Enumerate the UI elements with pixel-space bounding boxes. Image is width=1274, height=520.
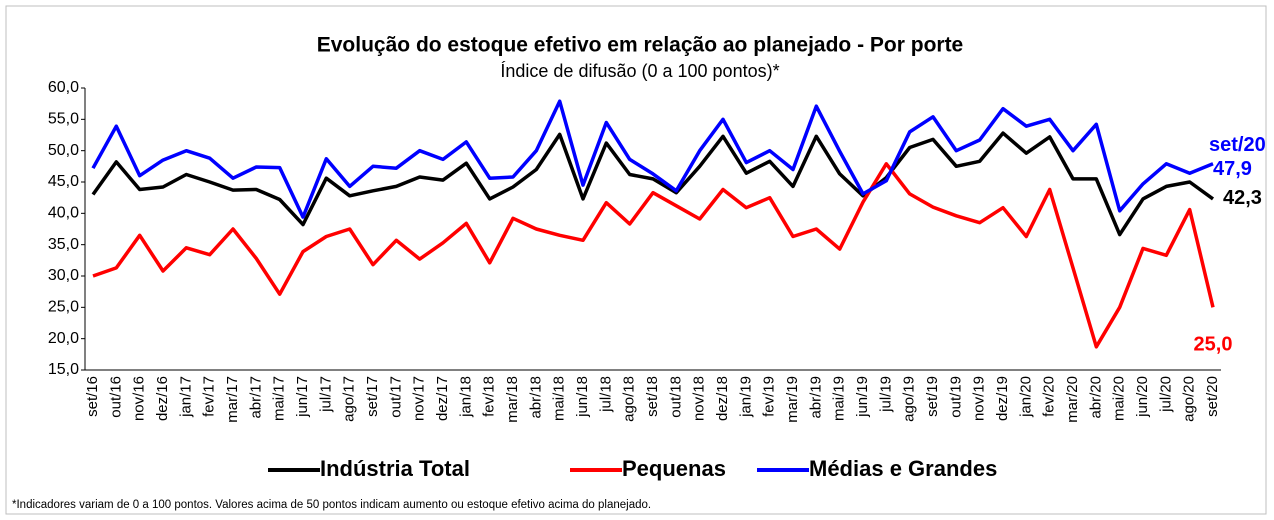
legend-label: Indústria Total bbox=[320, 456, 470, 481]
x-tick-label: mai/18 bbox=[551, 376, 568, 421]
series-line bbox=[92, 162, 1215, 349]
y-tick-label: 30,0 bbox=[48, 267, 79, 284]
x-tick-label: set/17 bbox=[364, 376, 381, 417]
x-tick-label: mar/20 bbox=[1064, 376, 1081, 423]
x-tick-label: jan/20 bbox=[1017, 376, 1034, 418]
y-tick-label: 40,0 bbox=[48, 205, 79, 222]
x-tick-label: jun/20 bbox=[1134, 376, 1151, 418]
x-tick-label: jun/19 bbox=[854, 376, 871, 418]
x-tick-label: out/19 bbox=[947, 376, 964, 418]
x-tick-label: ago/20 bbox=[1181, 376, 1198, 422]
x-tick-label: jul/19 bbox=[877, 376, 894, 413]
x-tick-label: set/20 bbox=[1204, 376, 1221, 417]
chart-subtitle: Índice de difusão (0 a 100 pontos)* bbox=[500, 61, 779, 81]
series-line bbox=[91, 131, 1215, 237]
footnote: *Indicadores variam de 0 a 100 pontos. V… bbox=[12, 499, 651, 511]
x-tick-label: set/16 bbox=[84, 376, 101, 417]
x-tick-label: jul/20 bbox=[1157, 376, 1174, 413]
x-tick-label: jul/18 bbox=[597, 376, 614, 413]
x-tick-label: fev/20 bbox=[1041, 376, 1058, 417]
y-tick-label: 20,0 bbox=[48, 330, 79, 347]
data-label: 47,9 bbox=[1213, 158, 1252, 180]
y-tick-label: 45,0 bbox=[48, 173, 79, 190]
x-tick-label: set/19 bbox=[924, 376, 941, 417]
end-category-label: set/20 bbox=[1209, 134, 1266, 156]
x-tick-label: mar/18 bbox=[504, 376, 521, 423]
y-tick-label: 60,0 bbox=[48, 79, 79, 96]
x-tick-label: fev/19 bbox=[761, 376, 778, 417]
x-tick-label: jan/19 bbox=[737, 376, 754, 418]
series-line bbox=[91, 99, 1214, 219]
legend-label: Pequenas bbox=[622, 456, 726, 481]
x-tick-label: jan/18 bbox=[457, 376, 474, 418]
y-tick-label: 55,0 bbox=[48, 111, 79, 128]
data-label: 42,3 bbox=[1223, 187, 1262, 209]
x-tick-label: out/16 bbox=[107, 376, 124, 418]
x-tick-label: fev/18 bbox=[481, 376, 498, 417]
y-tick-label: 35,0 bbox=[48, 236, 79, 253]
x-tick-label: nov/16 bbox=[131, 376, 148, 421]
x-tick-label: mai/17 bbox=[271, 376, 288, 421]
x-tick-label: jul/17 bbox=[317, 376, 334, 413]
y-tick-label: 50,0 bbox=[48, 142, 79, 159]
x-tick-label: jun/17 bbox=[294, 376, 311, 418]
data-label: 25,0 bbox=[1194, 334, 1233, 356]
x-tick-label: mai/19 bbox=[831, 376, 848, 421]
x-tick-label: nov/19 bbox=[971, 376, 988, 421]
x-tick-label: set/18 bbox=[644, 376, 661, 417]
x-tick-label: dez/16 bbox=[154, 376, 171, 421]
x-tick-label: nov/17 bbox=[411, 376, 428, 421]
x-tick-label: fev/17 bbox=[201, 376, 218, 417]
x-tick-label: out/18 bbox=[667, 376, 684, 418]
x-tick-label: abr/20 bbox=[1087, 376, 1104, 419]
x-tick-label: jun/18 bbox=[574, 376, 591, 418]
frame bbox=[5, 5, 1267, 515]
x-tick-label: out/17 bbox=[387, 376, 404, 418]
chart-title: Evolução do estoque efetivo em relação a… bbox=[317, 34, 964, 57]
x-tick-label: dez/17 bbox=[434, 376, 451, 421]
x-tick-label: mai/20 bbox=[1111, 376, 1128, 421]
x-tick-label: dez/19 bbox=[994, 376, 1011, 421]
y-tick-label: 15,0 bbox=[48, 361, 79, 378]
x-tick-label: ago/18 bbox=[621, 376, 638, 422]
x-tick-label: abr/17 bbox=[247, 376, 264, 419]
x-tick-label: abr/19 bbox=[807, 376, 824, 419]
x-tick-label: mar/17 bbox=[224, 376, 241, 423]
x-tick-label: nov/18 bbox=[691, 376, 708, 421]
y-tick-label: 25,0 bbox=[48, 299, 79, 316]
x-tick-label: dez/18 bbox=[714, 376, 731, 421]
x-tick-label: jan/17 bbox=[177, 376, 194, 418]
x-tick-label: mar/19 bbox=[784, 376, 801, 423]
legend-label: Médias e Grandes bbox=[809, 456, 997, 481]
x-tick-label: ago/17 bbox=[341, 376, 358, 422]
x-tick-label: ago/19 bbox=[901, 376, 918, 422]
x-tick-label: abr/18 bbox=[527, 376, 544, 419]
